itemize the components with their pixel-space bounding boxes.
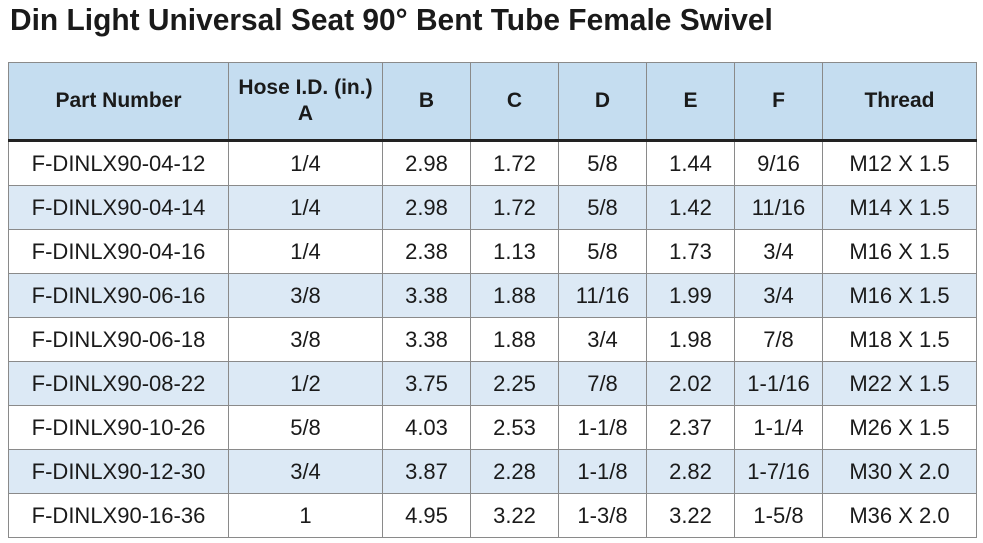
header-d: D xyxy=(558,62,647,142)
cell-d: 1-1/8 xyxy=(558,449,647,494)
cell-f: 1-1/4 xyxy=(734,405,823,450)
cell-hose-id: 1/4 xyxy=(228,185,383,230)
cell-hose-id: 3/8 xyxy=(228,273,383,318)
cell-part-number: F-DINLX90-04-14 xyxy=(8,185,229,230)
cell-part-number: F-DINLX90-04-16 xyxy=(8,229,229,274)
cell-c: 2.25 xyxy=(470,361,559,406)
cell-thread: M18 X 1.5 xyxy=(822,317,977,362)
cell-b: 3.38 xyxy=(382,273,471,318)
cell-e: 1.73 xyxy=(646,229,735,274)
header-e: E xyxy=(646,62,735,142)
table-row: F-DINLX90-04-14 1/4 2.98 1.72 5/8 1.42 11/16 M1… xyxy=(8,185,977,230)
cell-d: 1-1/8 xyxy=(558,405,647,450)
cell-e: 2.37 xyxy=(646,405,735,450)
header-hose-id-letter: A xyxy=(297,102,314,125)
cell-b: 3.87 xyxy=(382,449,471,494)
cell-thread: M22 X 1.5 xyxy=(822,361,977,406)
cell-f: 1-1/16 xyxy=(734,361,823,406)
cell-e: 2.02 xyxy=(646,361,735,406)
cell-part-number: F-DINLX90-16-36 xyxy=(8,493,229,538)
cell-part-number: F-DINLX90-10-26 xyxy=(8,405,229,450)
table-row: F-DINLX90-06-18 3/8 3.38 1.88 3/4 1.98 7/8 M18 … xyxy=(8,317,977,362)
cell-e: 1.99 xyxy=(646,273,735,318)
header-b: B xyxy=(382,62,471,142)
cell-f: 1-5/8 xyxy=(734,493,823,538)
cell-c: 3.22 xyxy=(470,493,559,538)
cell-part-number: F-DINLX90-06-16 xyxy=(8,273,229,318)
table-row: F-DINLX90-04-12 1/4 2.98 1.72 5/8 1.44 9/16 M12… xyxy=(8,140,977,186)
spec-table: Part Number Hose I.D. (in.) A B C D E F … xyxy=(8,62,977,538)
cell-hose-id: 5/8 xyxy=(228,405,383,450)
cell-c: 2.28 xyxy=(470,449,559,494)
cell-thread: M36 X 2.0 xyxy=(822,493,977,538)
cell-d: 1-3/8 xyxy=(558,493,647,538)
cell-b: 3.38 xyxy=(382,317,471,362)
cell-b: 4.03 xyxy=(382,405,471,450)
cell-thread: M16 X 1.5 xyxy=(822,229,977,274)
cell-c: 1.13 xyxy=(470,229,559,274)
table-row: F-DINLX90-12-30 3/4 3.87 2.28 1-1/8 2.82 1-7/1… xyxy=(8,449,977,494)
header-thread: Thread xyxy=(822,62,977,142)
cell-e: 2.82 xyxy=(646,449,735,494)
table-header: Part Number Hose I.D. (in.) A B C D E F … xyxy=(8,62,977,142)
cell-e: 1.98 xyxy=(646,317,735,362)
table-row: F-DINLX90-10-26 5/8 4.03 2.53 1-1/8 2.37 1-1/4… xyxy=(8,405,977,450)
cell-hose-id: 3/8 xyxy=(228,317,383,362)
cell-part-number: F-DINLX90-04-12 xyxy=(8,140,229,186)
cell-part-number: F-DINLX90-06-18 xyxy=(8,317,229,362)
cell-c: 1.72 xyxy=(470,140,559,186)
cell-f: 9/16 xyxy=(734,140,823,186)
cell-part-number: F-DINLX90-12-30 xyxy=(8,449,229,494)
cell-b: 4.95 xyxy=(382,493,471,538)
cell-e: 3.22 xyxy=(646,493,735,538)
header-row: Part Number Hose I.D. (in.) A B C D E F … xyxy=(8,62,977,142)
cell-d: 5/8 xyxy=(558,140,647,186)
cell-f: 11/16 xyxy=(734,185,823,230)
header-hose-id: Hose I.D. (in.) A xyxy=(228,62,383,142)
cell-c: 1.72 xyxy=(470,185,559,230)
cell-e: 1.44 xyxy=(646,140,735,186)
cell-f: 7/8 xyxy=(734,317,823,362)
cell-c: 1.88 xyxy=(470,273,559,318)
cell-f: 3/4 xyxy=(734,273,823,318)
cell-hose-id: 1/2 xyxy=(228,361,383,406)
header-part-number: Part Number xyxy=(8,62,229,142)
cell-hose-id: 3/4 xyxy=(228,449,383,494)
header-f: F xyxy=(734,62,823,142)
page-title: Din Light Universal Seat 90° Bent Tube F… xyxy=(10,2,773,37)
cell-b: 3.75 xyxy=(382,361,471,406)
cell-b: 2.38 xyxy=(382,229,471,274)
table-row: F-DINLX90-16-36 1 4.95 3.22 1-3/8 3.22 1-5/8 M3… xyxy=(8,493,977,538)
cell-b: 2.98 xyxy=(382,140,471,186)
cell-thread: M14 X 1.5 xyxy=(822,185,977,230)
cell-d: 11/16 xyxy=(558,273,647,318)
cell-thread: M16 X 1.5 xyxy=(822,273,977,318)
cell-hose-id: 1 xyxy=(228,493,383,538)
table-row: F-DINLX90-04-16 1/4 2.38 1.13 5/8 1.73 3/4 M16 … xyxy=(8,229,977,274)
cell-d: 5/8 xyxy=(558,229,647,274)
cell-f: 1-7/16 xyxy=(734,449,823,494)
header-hose-id-label: Hose I.D. (in.) xyxy=(238,76,373,99)
cell-c: 1.88 xyxy=(470,317,559,362)
cell-d: 3/4 xyxy=(558,317,647,362)
table-body: F-DINLX90-04-12 1/4 2.98 1.72 5/8 1.44 9/16 M12… xyxy=(8,140,977,538)
cell-c: 2.53 xyxy=(470,405,559,450)
cell-hose-id: 1/4 xyxy=(228,229,383,274)
cell-thread: M26 X 1.5 xyxy=(822,405,977,450)
table-row: F-DINLX90-08-22 1/2 3.75 2.25 7/8 2.02 1-1/16 M… xyxy=(8,361,977,406)
cell-thread: M12 X 1.5 xyxy=(822,140,977,186)
table-row: F-DINLX90-06-16 3/8 3.38 1.88 11/16 1.99 3/4 M1… xyxy=(8,273,977,318)
cell-f: 3/4 xyxy=(734,229,823,274)
cell-e: 1.42 xyxy=(646,185,735,230)
cell-part-number: F-DINLX90-08-22 xyxy=(8,361,229,406)
cell-b: 2.98 xyxy=(382,185,471,230)
cell-d: 7/8 xyxy=(558,361,647,406)
cell-d: 5/8 xyxy=(558,185,647,230)
cell-hose-id: 1/4 xyxy=(228,140,383,186)
header-c: C xyxy=(470,62,559,142)
cell-thread: M30 X 2.0 xyxy=(822,449,977,494)
